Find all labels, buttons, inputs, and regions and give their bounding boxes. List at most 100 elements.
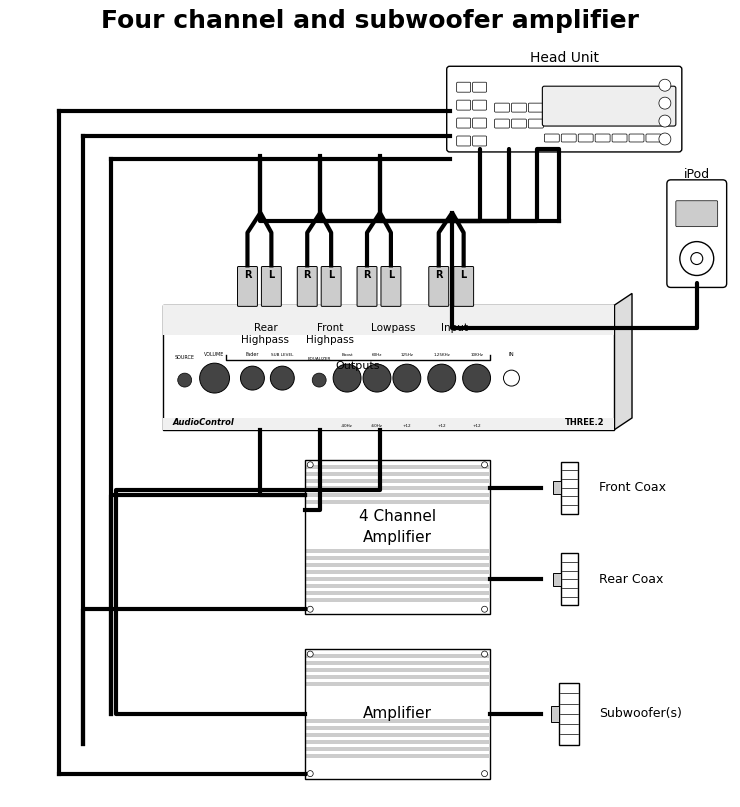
Text: -60Hz: -60Hz [371,424,383,428]
Text: Front
Highpass: Front Highpass [306,324,354,345]
Text: L: L [460,270,467,281]
FancyBboxPatch shape [545,134,559,142]
FancyBboxPatch shape [578,134,593,142]
Circle shape [178,373,192,387]
Bar [306,492,488,496]
FancyBboxPatch shape [454,266,474,307]
FancyBboxPatch shape [261,266,281,307]
Text: 125Hz: 125Hz [400,353,414,358]
Bar [306,472,488,476]
FancyBboxPatch shape [357,266,377,307]
Text: Front Coax: Front Coax [599,481,666,494]
Bar [306,675,488,679]
Text: 4 Channel
Amplifier: 4 Channel Amplifier [359,508,436,545]
Circle shape [312,373,326,387]
Bar [163,305,614,335]
Bar [306,719,488,723]
Bar [553,481,561,494]
Text: Boost: Boost [341,353,353,358]
FancyBboxPatch shape [676,201,718,227]
FancyBboxPatch shape [528,119,543,128]
Bar [551,706,559,721]
Text: Amplifier: Amplifier [363,706,432,721]
Text: +12: +12 [472,424,481,428]
Circle shape [503,370,519,386]
Text: Head Unit: Head Unit [530,52,599,65]
FancyBboxPatch shape [667,180,727,287]
Circle shape [307,462,313,468]
Bar [306,682,488,686]
Text: Lowpass: Lowpass [371,324,415,333]
Circle shape [680,241,713,275]
Bar [306,661,488,665]
Text: L: L [268,270,275,281]
Bar [306,725,488,730]
Text: THREE.2: THREE.2 [565,418,604,427]
FancyBboxPatch shape [381,266,401,307]
Text: +12: +12 [403,424,411,428]
Circle shape [200,363,229,393]
Circle shape [333,364,361,392]
Text: 1.25KHz: 1.25KHz [434,353,450,358]
Text: 10KHz: 10KHz [470,353,483,358]
Bar [306,754,488,758]
Circle shape [482,606,488,613]
Circle shape [659,97,671,109]
Bar [306,668,488,672]
Bar [306,577,488,581]
Text: Rear Coax: Rear Coax [599,573,664,586]
Circle shape [428,364,456,392]
FancyBboxPatch shape [494,103,509,112]
FancyBboxPatch shape [528,103,543,112]
FancyBboxPatch shape [473,118,487,128]
Text: L: L [328,270,334,281]
FancyBboxPatch shape [629,134,644,142]
Text: R: R [243,270,251,281]
Circle shape [659,133,671,145]
Text: R: R [435,270,443,281]
Bar [306,598,488,602]
Circle shape [393,364,421,392]
Circle shape [363,364,391,392]
Bar [306,746,488,751]
Bar [306,556,488,560]
FancyBboxPatch shape [473,82,487,92]
Text: 60Hz: 60Hz [371,353,382,358]
Bar [306,592,488,596]
Bar [306,584,488,588]
Text: SUB LEVEL: SUB LEVEL [271,353,294,358]
Bar [306,733,488,737]
Circle shape [482,651,488,657]
FancyBboxPatch shape [542,86,676,126]
FancyBboxPatch shape [473,100,487,110]
Bar [553,573,561,586]
FancyBboxPatch shape [457,136,471,146]
Circle shape [270,366,295,390]
Text: VOLUME: VOLUME [204,352,225,358]
FancyBboxPatch shape [457,118,471,128]
Text: Input: Input [441,324,468,333]
Polygon shape [614,294,632,430]
FancyBboxPatch shape [447,66,682,152]
Bar [306,563,488,567]
Bar [306,465,488,469]
Text: Outputs: Outputs [335,362,380,371]
Circle shape [462,364,491,392]
Text: iPod: iPod [684,168,710,181]
FancyBboxPatch shape [238,266,258,307]
Bar [306,486,488,490]
Circle shape [307,651,313,657]
Text: EQUALIZER: EQUALIZER [308,356,331,360]
Bar [306,479,488,483]
Text: SOURCE: SOURCE [175,355,195,360]
FancyBboxPatch shape [457,82,471,92]
FancyBboxPatch shape [595,134,610,142]
Bar [306,740,488,744]
FancyBboxPatch shape [457,100,471,110]
Text: Subwoofer(s): Subwoofer(s) [599,707,682,721]
Circle shape [307,771,313,776]
Text: Four channel and subwoofer amplifier: Four channel and subwoofer amplifier [101,10,639,33]
Circle shape [659,115,671,127]
Text: AudioControl: AudioControl [172,418,235,427]
Bar [306,654,488,658]
